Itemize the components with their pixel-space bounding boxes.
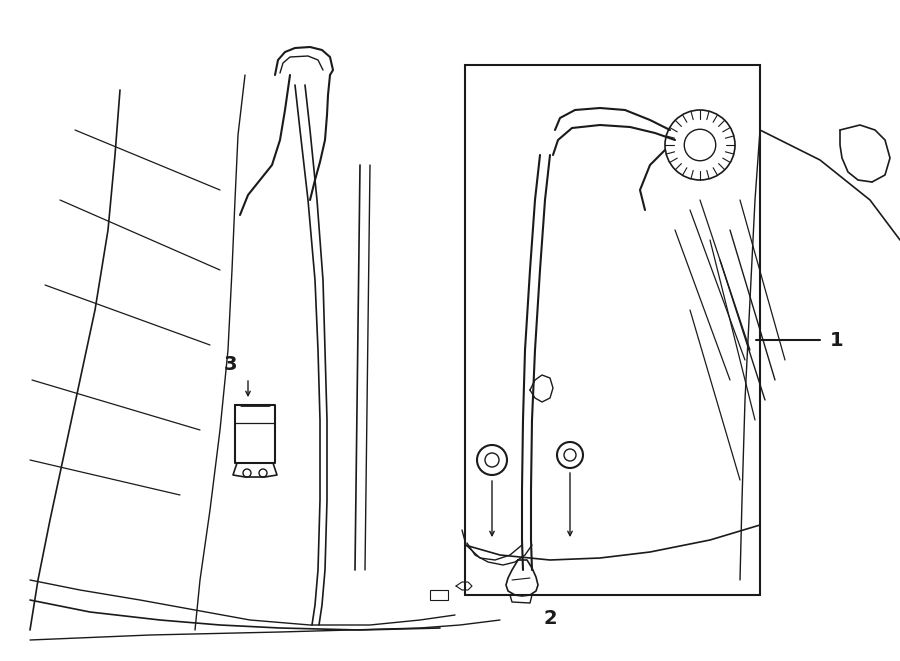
Circle shape [243, 469, 251, 477]
Bar [465, 65, 760, 595]
Circle shape [259, 469, 267, 477]
Text: 2: 2 [544, 609, 557, 627]
Bar [430, 590, 448, 600]
Circle shape [485, 453, 499, 467]
Text: 1: 1 [830, 330, 843, 350]
Circle shape [477, 445, 507, 475]
Circle shape [665, 110, 735, 180]
Circle shape [557, 442, 583, 468]
Circle shape [684, 130, 716, 161]
Circle shape [564, 449, 576, 461]
Text: 3: 3 [223, 356, 237, 375]
